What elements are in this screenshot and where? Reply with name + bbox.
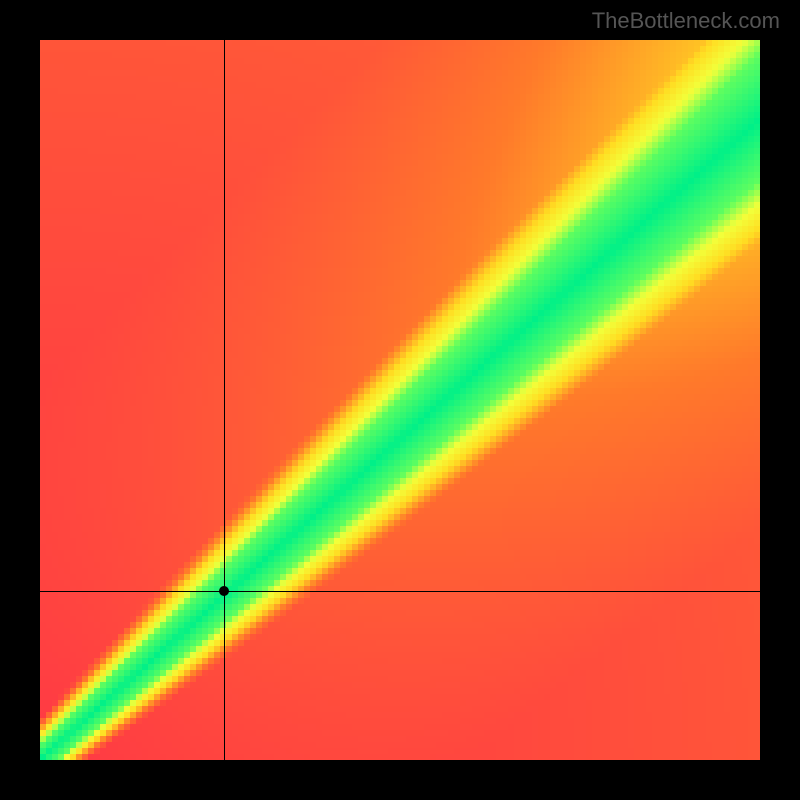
watermark-text: TheBottleneck.com	[592, 8, 780, 34]
heatmap-canvas	[40, 40, 760, 760]
crosshair-vertical	[224, 40, 225, 760]
crosshair-horizontal	[40, 591, 760, 592]
marker-dot	[219, 586, 229, 596]
heatmap-chart	[40, 40, 760, 760]
